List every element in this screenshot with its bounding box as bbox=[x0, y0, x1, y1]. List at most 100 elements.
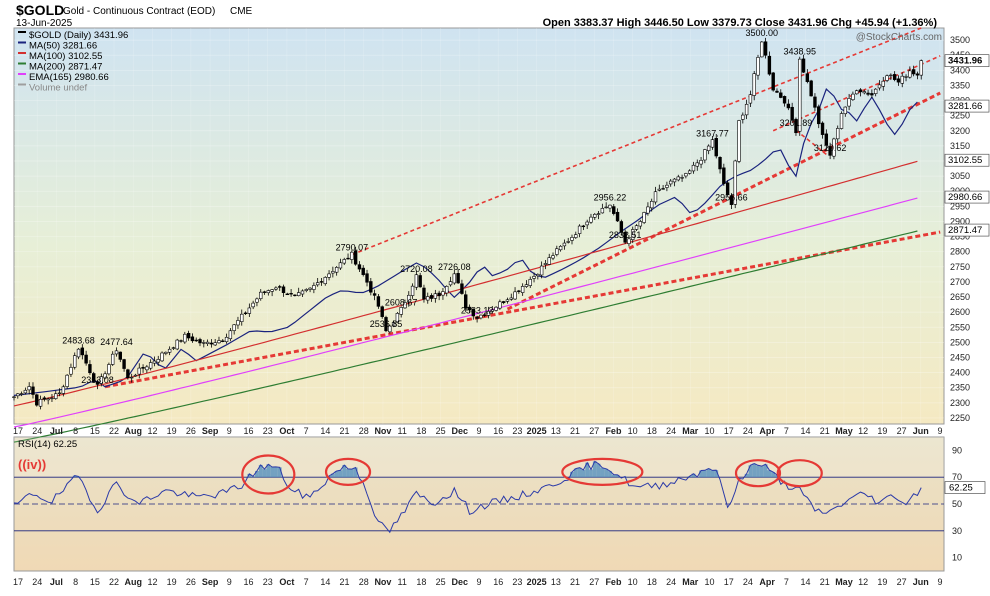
price-candle bbox=[662, 189, 665, 190]
price-candle bbox=[882, 81, 885, 86]
price-candle bbox=[533, 276, 536, 278]
price-candle bbox=[282, 287, 285, 293]
price-tick-label: 2250 bbox=[950, 413, 970, 423]
x-tick-label: 13 bbox=[551, 577, 561, 587]
price-candle bbox=[814, 97, 817, 107]
rsi-tick-label: 90 bbox=[952, 445, 962, 455]
x-tick-label: 16 bbox=[493, 426, 503, 436]
x-tick-label: Nov bbox=[374, 426, 391, 436]
rsi-overbought-fill bbox=[274, 467, 278, 477]
x-tick-label: 21 bbox=[820, 426, 830, 436]
price-candle bbox=[39, 399, 42, 406]
price-candle bbox=[293, 295, 296, 296]
x-tick-label: 12 bbox=[147, 577, 157, 587]
x-tick-label: 9 bbox=[227, 426, 232, 436]
x-tick-label: 26 bbox=[186, 426, 196, 436]
rsi-overbought-fill bbox=[581, 470, 585, 477]
price-candle bbox=[263, 292, 266, 293]
x-tick-label: 18 bbox=[647, 577, 657, 587]
price-candle bbox=[328, 274, 331, 277]
price-candle bbox=[673, 179, 676, 182]
price-candle bbox=[180, 341, 183, 342]
price-candle bbox=[240, 314, 243, 321]
rsi-overbought-fill bbox=[346, 469, 350, 477]
x-tick-label: 26 bbox=[186, 577, 196, 587]
price-candle bbox=[559, 246, 562, 250]
price-candle bbox=[47, 399, 50, 400]
price-candle bbox=[119, 352, 122, 359]
x-tick-label: 21 bbox=[340, 577, 350, 587]
x-tick-label: 18 bbox=[416, 577, 426, 587]
price-annotation-label: 2353.08 bbox=[81, 375, 114, 385]
price-candle bbox=[658, 189, 661, 190]
price-candle bbox=[66, 375, 69, 386]
legend-swatch bbox=[18, 63, 26, 65]
watermark: @StockCharts.com bbox=[856, 32, 942, 43]
price-candle bbox=[514, 292, 517, 299]
price-tick-label: 2600 bbox=[950, 307, 970, 317]
x-tick-label: 12 bbox=[858, 426, 868, 436]
price-candle bbox=[290, 293, 293, 294]
rsi-overbought-fill bbox=[756, 465, 760, 477]
x-tick-label: 14 bbox=[801, 577, 811, 587]
x-tick-label: Jun bbox=[913, 577, 929, 587]
legend-entry: MA(50) 3281.66 bbox=[29, 41, 97, 52]
x-tick-label: 24 bbox=[743, 577, 753, 587]
price-candle bbox=[741, 115, 744, 119]
x-tick-label: 23 bbox=[263, 577, 273, 587]
rsi-tick-label: 50 bbox=[952, 499, 962, 509]
price-candle bbox=[411, 286, 414, 295]
price-candle bbox=[350, 252, 353, 259]
price-candle bbox=[138, 368, 141, 374]
x-tick-label: 27 bbox=[589, 577, 599, 587]
rsi-tick-label: 30 bbox=[952, 526, 962, 536]
price-candle bbox=[126, 370, 129, 378]
x-tick-label: 28 bbox=[359, 577, 369, 587]
x-tick-label: 17 bbox=[13, 577, 23, 587]
value-tag-label: 3431.96 bbox=[948, 56, 982, 67]
price-annotation-label: 2477.64 bbox=[100, 337, 133, 347]
price-candle bbox=[153, 361, 156, 363]
price-candle bbox=[886, 76, 889, 81]
price-candle bbox=[905, 77, 908, 78]
x-tick-label: 7 bbox=[304, 577, 309, 587]
x-tick-label: Apr bbox=[759, 426, 775, 436]
x-tick-label: 23 bbox=[512, 426, 522, 436]
x-tick-label: 25 bbox=[436, 426, 446, 436]
price-candle bbox=[237, 320, 240, 325]
price-candle bbox=[536, 274, 539, 275]
x-tick-label: 21 bbox=[340, 426, 350, 436]
price-candle bbox=[43, 398, 46, 399]
x-tick-label: Oct bbox=[279, 577, 294, 587]
x-tick-label: 18 bbox=[647, 426, 657, 436]
price-candle bbox=[711, 140, 714, 148]
price-candle bbox=[764, 42, 767, 56]
legend-swatch bbox=[18, 42, 26, 44]
price-tick-label: 2800 bbox=[950, 247, 970, 257]
price-candle bbox=[768, 56, 771, 74]
price-candle bbox=[912, 70, 915, 74]
price-candle bbox=[199, 339, 202, 342]
price-candle bbox=[172, 348, 175, 349]
price-candle bbox=[669, 181, 672, 184]
price-candle bbox=[597, 214, 600, 215]
price-candle bbox=[244, 313, 247, 314]
price-annotation-label: 2956.22 bbox=[594, 192, 627, 202]
rsi-tick-label: 70 bbox=[952, 472, 962, 482]
x-tick-label: 2025 bbox=[527, 426, 547, 436]
x-tick-label: 24 bbox=[32, 577, 42, 587]
x-tick-label: 16 bbox=[243, 577, 253, 587]
x-tick-label: 7 bbox=[784, 426, 789, 436]
price-candle bbox=[449, 282, 452, 285]
price-candle bbox=[757, 57, 760, 75]
price-candle bbox=[423, 288, 426, 299]
value-tag-label: 3281.66 bbox=[948, 101, 982, 112]
rsi-overbought-fill bbox=[339, 470, 343, 477]
x-tick-label: 8 bbox=[73, 577, 78, 587]
price-candle bbox=[529, 279, 532, 285]
value-tag-label: 3102.55 bbox=[948, 155, 982, 166]
price-candle bbox=[521, 286, 524, 292]
x-tick-label: 19 bbox=[877, 577, 887, 587]
